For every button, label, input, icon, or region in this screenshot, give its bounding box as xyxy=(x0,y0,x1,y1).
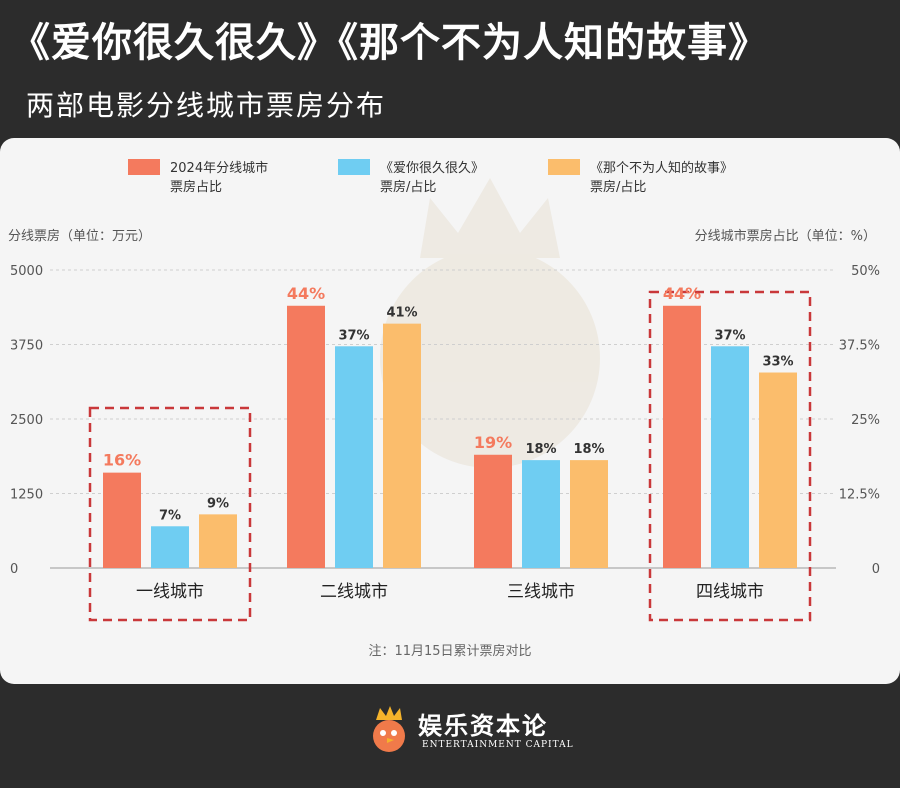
y-left-tick-label: 3750 xyxy=(10,339,43,354)
footer-brand-name: 娱乐资本论 xyxy=(418,711,548,740)
bar-labels: 16% 44% 19% 44% 7% 37% 18% 37% 9% 41% 18% 33% xyxy=(103,284,794,524)
bar-value-label: 33% xyxy=(762,355,793,370)
category-label: 四线城市 xyxy=(696,582,764,602)
footer-brand-english: ENTERTAINMENT CAPITAL xyxy=(422,740,574,750)
bar-value-label: 18% xyxy=(525,442,556,457)
bar-value-label: 18% xyxy=(573,442,604,457)
y-left-tick-label: 2500 xyxy=(10,413,43,428)
footer-branding: 娱乐资本论 ENTERTAINMENT CAPITAL xyxy=(360,700,573,760)
bar xyxy=(383,323,421,568)
legend-label: 票房占比 xyxy=(170,179,222,195)
watermark-mascot xyxy=(380,178,600,468)
page-title: 《爱你很久很久》《那个不为人知的故事》 xyxy=(10,20,769,66)
y-right-tick-label: 37.5% xyxy=(839,339,880,354)
bar xyxy=(759,372,797,568)
y-right-tick-label: 0 xyxy=(872,562,880,577)
highlight-boxes xyxy=(88,290,812,622)
left-axis-ticks: 0 1250 2500 3750 5000 xyxy=(10,264,43,577)
category-label: 二线城市 xyxy=(320,582,388,602)
category-label: 一线城市 xyxy=(136,582,204,602)
legend-label: 票房/占比 xyxy=(590,179,646,195)
bar xyxy=(570,460,608,568)
gridlines xyxy=(50,269,836,569)
y-left-tick-label: 5000 xyxy=(10,264,43,279)
legend-label: 票房/占比 xyxy=(380,179,436,195)
chart-card: 16% 44% 19% 44% 7% 37% 18% 37% 9% 41% 18% 33% 0 1250… xyxy=(0,138,900,684)
chart-note: 注：11月15日累计票房对比 xyxy=(368,643,531,659)
bar xyxy=(474,454,512,568)
bar-value-label: 9% xyxy=(207,496,229,511)
bar-value-label: 41% xyxy=(386,306,417,321)
right-axis-ticks: 0 12.5% 25% 37.5% 50% xyxy=(839,264,880,577)
y-right-tick-label: 25% xyxy=(851,413,880,428)
bar-value-label: 37% xyxy=(714,328,745,343)
y-right-tick-label: 12.5% xyxy=(839,488,880,503)
legend-swatch xyxy=(128,159,160,175)
bar-value-label: 44% xyxy=(663,284,701,303)
highlight-box xyxy=(648,290,812,622)
y-axis-right-label: 分线城市票房占比（单位：%） xyxy=(695,228,876,244)
bar-value-label: 16% xyxy=(103,451,141,470)
bar-chart: 16% 44% 19% 44% 7% 37% 18% 37% 9% 41% 18% 33% 0 1250… xyxy=(8,159,880,659)
legend-label: 《那个不为人知的故事》 xyxy=(590,160,733,176)
bar xyxy=(103,472,141,568)
legend-label: 《爱你很久很久》 xyxy=(380,161,484,176)
highlight-box xyxy=(88,406,252,622)
y-right-tick-label: 50% xyxy=(851,264,880,279)
bar-value-label: 44% xyxy=(287,284,325,303)
category-label: 三线城市 xyxy=(507,582,575,602)
y-left-tick-label: 1250 xyxy=(10,488,43,503)
category-labels: 一线城市 二线城市 三线城市 四线城市 xyxy=(136,582,764,602)
page-subtitle: 两部电影分线城市票房分布 xyxy=(26,89,387,122)
bars xyxy=(103,305,797,568)
bar xyxy=(287,305,325,568)
bar xyxy=(522,460,560,568)
legend-swatch xyxy=(338,159,370,175)
bar xyxy=(663,305,701,568)
bar-value-label: 7% xyxy=(159,508,181,523)
legend: 2024年分线城市票房占比《爱你很久很久》票房/占比《那个不为人知的故事》票房/… xyxy=(128,159,733,195)
y-left-tick-label: 0 xyxy=(10,562,18,577)
bar xyxy=(199,514,237,568)
chicken-mascot-logo xyxy=(373,706,405,752)
bar xyxy=(711,346,749,568)
bar-value-label: 37% xyxy=(338,328,369,343)
y-axis-left-label: 分线票房（单位：万元） xyxy=(8,228,151,244)
bar xyxy=(335,346,373,568)
legend-label: 2024年分线城市 xyxy=(170,160,268,176)
bar xyxy=(151,526,189,568)
bar-value-label: 19% xyxy=(474,433,512,452)
legend-swatch xyxy=(548,159,580,175)
